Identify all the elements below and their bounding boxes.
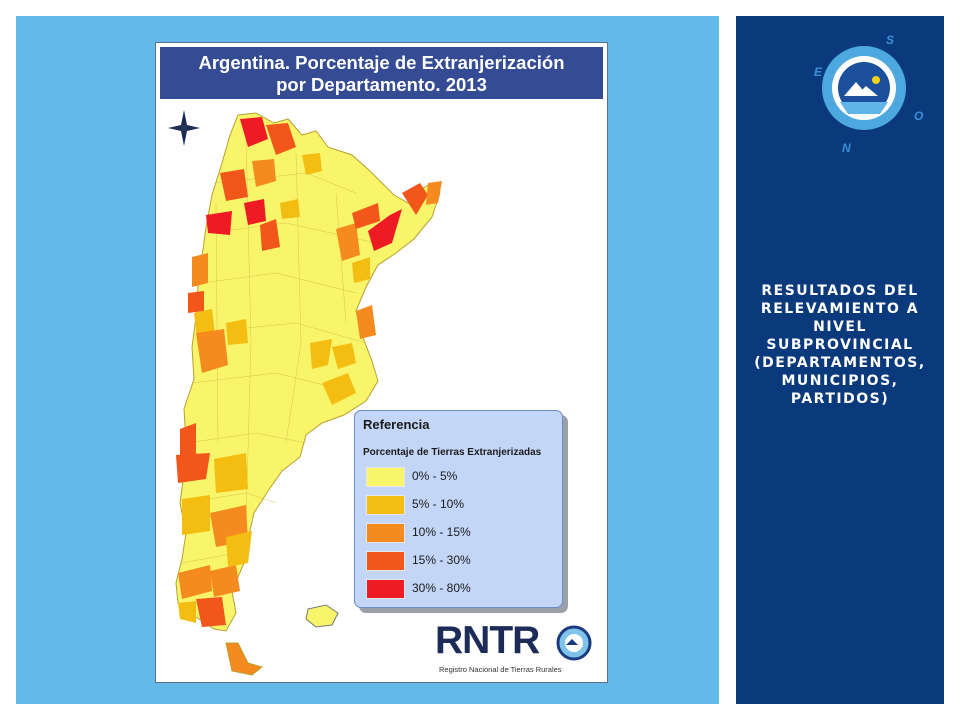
legend-title: Referencia xyxy=(363,417,430,432)
compass-rose-icon xyxy=(168,110,200,146)
rntr-wordmark: RNTR xyxy=(435,619,540,662)
legend-item: 5% - 10% xyxy=(366,495,556,515)
map-title-line1: Argentina. Porcentaje de Extranjerizació… xyxy=(198,52,565,73)
title-panel: S E O N RESULTADOS DEL RELEVAMIENTO A NI… xyxy=(736,16,944,704)
legend-item: 0% - 5% xyxy=(366,467,556,487)
compass-letter-s: S xyxy=(886,33,894,47)
malvinas-islands xyxy=(305,604,339,628)
legend-subtitle: Porcentaje de Tierras Extranjerizadas xyxy=(363,447,542,458)
map-title-line2: por Departamento. 2013 xyxy=(276,74,487,95)
rntr-subtitle: Registro Nacional de Tierras Rurales xyxy=(439,665,562,674)
legend-item: 15% - 30% xyxy=(366,551,556,571)
rntr-compass-icon xyxy=(556,625,592,661)
legend-swatch xyxy=(366,495,405,515)
legend-swatch xyxy=(366,579,405,599)
legend-swatch xyxy=(366,523,405,543)
argentina-map xyxy=(168,110,442,676)
legend-item: 10% - 15% xyxy=(366,523,556,543)
legend-label: 30% - 80% xyxy=(412,581,471,595)
legend-swatch xyxy=(366,467,405,487)
rntr-logo: RNTR Registro Nacional de Tierras Rurale… xyxy=(426,619,606,681)
map-legend: Referencia Porcentaje de Tierras Extranj… xyxy=(354,410,563,608)
legend-label: 0% - 5% xyxy=(412,469,458,483)
legend-label: 15% - 30% xyxy=(412,553,471,567)
department-patches xyxy=(176,117,442,627)
tierra-del-fuego xyxy=(225,642,264,676)
legend-item: 30% - 80% xyxy=(366,579,556,599)
slide-heading: RESULTADOS DEL RELEVAMIENTO A NIVEL SUBP… xyxy=(754,283,926,407)
compass-letter-n: N xyxy=(842,141,851,155)
legend-label: 10% - 15% xyxy=(412,525,471,539)
map-figure: Argentina. Porcentaje de Extranjerizació… xyxy=(155,42,608,683)
legend-label: 5% - 10% xyxy=(412,497,465,511)
compass-letter-o: O xyxy=(914,109,924,123)
legend-swatch xyxy=(366,551,405,571)
compass-logo-icon: S E O N xyxy=(814,33,924,155)
compass-letter-e: E xyxy=(814,65,823,79)
map-title: Argentina. Porcentaje de Extranjerizació… xyxy=(160,47,603,99)
